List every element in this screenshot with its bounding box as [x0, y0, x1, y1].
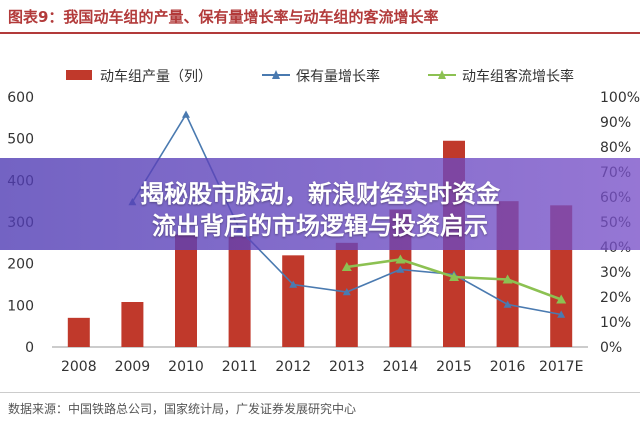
legend-marker	[438, 70, 446, 79]
line-point	[342, 288, 351, 296]
line-point	[502, 274, 513, 284]
legend-label: 动车组产量（列）	[100, 68, 212, 85]
x-tick-label: 2014	[383, 359, 419, 375]
overlay-banner	[0, 158, 640, 250]
x-tick-label: 2015	[436, 359, 472, 375]
x-tick-label: 2012	[275, 359, 311, 375]
y-right-tick-label: 90%	[600, 115, 631, 131]
line-point	[557, 310, 566, 318]
line-point	[556, 294, 567, 304]
x-tick-label: 2017E	[539, 359, 583, 375]
y-right-tick-label: 30%	[600, 265, 631, 281]
y-right-tick-label: 20%	[600, 290, 631, 306]
bar	[228, 236, 251, 347]
y-right-tick-label: 80%	[600, 140, 631, 156]
line-point	[182, 110, 190, 118]
x-tick-label: 2009	[115, 359, 151, 375]
line-point	[396, 265, 405, 273]
legend-label: 动车组客流增长率	[462, 68, 574, 85]
y-left-tick-label: 600	[7, 90, 34, 106]
y-left-tick-label: 200	[7, 257, 34, 273]
y-left-tick-label: 500	[7, 132, 34, 148]
y-right-tick-label: 100%	[600, 90, 640, 106]
legend-marker	[272, 70, 280, 79]
footer-divider	[0, 392, 640, 393]
source-note: 数据来源：中国铁路总公司，国家统计局，广发证券发展研究中心	[8, 402, 357, 416]
legend-label: 保有量增长率	[296, 68, 380, 85]
x-tick-label: 2008	[61, 359, 97, 375]
figure-title: 图表9：我国动车组的产量、保有量增长率与动车组的客流增长率	[8, 8, 439, 26]
overlay-headline-line-2: 流出背后的市场逻辑与投资启示	[152, 212, 488, 240]
x-tick-label: 2010	[168, 359, 204, 375]
y-left-tick-label: 100	[7, 298, 34, 314]
line-point	[341, 262, 352, 271]
x-tick-label: 2013	[329, 359, 365, 375]
overlay-headline-line-1: 揭秘股市脉动，新浪财经实时资金	[140, 180, 500, 208]
bar	[121, 302, 144, 347]
y-right-tick-label: 10%	[600, 315, 631, 331]
bar	[282, 255, 305, 347]
line-point	[449, 272, 459, 281]
y-right-tick-label: 0%	[600, 340, 622, 356]
y-left-tick-label: 0	[25, 340, 34, 356]
x-tick-label: 2011	[222, 359, 258, 375]
legend-swatch	[66, 70, 92, 80]
x-tick-label: 2016	[490, 359, 526, 375]
line-point	[395, 254, 406, 264]
figure-header: 图表9：我国动车组的产量、保有量增长率与动车组的客流增长率	[0, 0, 640, 34]
bar	[67, 317, 90, 347]
line-point	[503, 300, 512, 308]
line-point	[289, 280, 298, 288]
bar	[175, 234, 197, 347]
